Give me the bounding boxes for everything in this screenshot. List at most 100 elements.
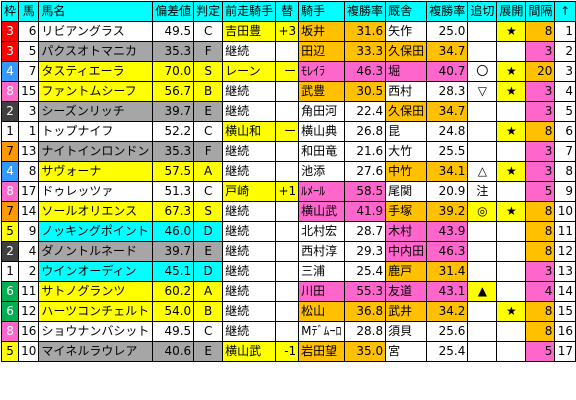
header-grade[interactable]: 判定 [193,1,224,22]
header-stable-rate[interactable]: 複勝率 [426,1,469,22]
cell-interval: 5 [525,341,556,362]
cell-horse-name: ショウナンバシット [38,321,153,342]
cell-tenkai: ★ [496,81,527,102]
cell-interval: 3 [525,81,556,102]
cell-oikiri [467,321,498,342]
header-jockey-rate[interactable]: 複勝率 [344,1,387,22]
cell-stable-rate: 43.1 [426,281,469,302]
table-row[interactable]: 2 3 シーズンリッチ 39.7 E 継続 角田河 22.4 久保田 34.7 3 5 [0,101,576,122]
header-prev-jockey[interactable]: 前走騎手 [222,1,277,22]
table-row[interactable]: 8 15 ファントムシーフ 56.7 B 継続 武豊 30.5 西村 28.3 ▽ ★ 3 4 [0,81,576,102]
header-stable[interactable]: 厩舎 [385,1,428,22]
cell-horse-name: ファントムシーフ [38,81,153,102]
cell-score: 35.3 [151,41,195,62]
cell-stable-rate: 25.5 [426,141,469,162]
table-row[interactable]: 1 2 ウインオーディン 45.1 D 継続 三浦 25.4 鹿戸 31.4 3 13 [0,261,576,282]
cell-uma: 7 [18,61,40,82]
table-row[interactable]: 3 5 パクスオトマニカ 35.3 F 継続 田辺 33.3 久保田 34.7 3 2 [0,41,576,62]
table-row[interactable]: 7 14 ソールオリエンス 67.3 S 継続 横山武 41.9 手塚 39.2 ◎ ★ 8 10 [0,201,576,222]
racing-prediction-table: 枠 馬 馬名 偏差値 判定 前走騎手 替 騎手 複勝率 厩舎 複勝率 追切 展開… [0,1,576,362]
cell-jockey: 横山典 [298,121,346,142]
table-row[interactable]: 2 4 ダノントルネード 39.7 E 継続 西村淳 29.3 中内田 46.3 8 12 [0,241,576,262]
table-row[interactable]: 1 1 トップナイフ 52.2 C 横山和ー横山典 26.8 昆 24.8 ★ 8 6 [0,121,576,142]
cell-trend: 2 [554,41,576,62]
cell-oikiri: ◎ [467,201,498,222]
cell-tenkai: ★ [496,21,527,42]
cell-score: 39.7 [151,241,195,262]
cell-jockey: 川田 [298,281,346,302]
header-oikiri[interactable]: 追切 [467,1,498,22]
cell-grade: S [193,61,224,82]
table-row[interactable]: 8 17 ドゥレッツァ 51.3 C 戸崎 +1 ﾙﾒｰﾙ 58.5 尾関 20.9 注 5 9 [0,181,576,202]
cell-trend: 10 [554,201,576,222]
cell-jockey-rate: 55.3 [344,281,387,302]
cell-change [275,41,300,62]
cell-jockey: 田辺 [298,41,346,62]
cell-waku: 8 [0,181,20,202]
cell-score: 49.5 [151,321,195,342]
cell-jockey: 西村淳 [298,241,346,262]
cell-interval: 3 [525,101,556,122]
cell-jockey-rate: 30.5 [344,81,387,102]
cell-stable-rate: 34.2 [426,301,469,322]
table-row[interactable]: 6 12 ハーツコンチェルト 54.0 B 継続 松山 36.8 武井 34.2 ★ 8 15 [0,301,576,322]
cell-jockey-rate: 41.9 [344,201,387,222]
table-row[interactable]: 5 9 ノッキングポイント 46.0 D 継続 北村宏 28.7 木村 43.9 8 11 [0,221,576,242]
cell-stable: 手塚 [385,201,428,222]
cell-change: ー [275,121,300,142]
header-horse-name[interactable]: 馬名 [38,1,153,22]
cell-jockey-rate: 26.8 [344,121,387,142]
header-jockey[interactable]: 騎手 [298,1,346,22]
table-row[interactable]: 8 16 ショウナンバシット 49.5 C 継続 Mﾃﾞﾑｰﾛ 28.8 須貝 25.6 8 16 [0,321,576,342]
table-row[interactable]: 5 10 マイネルラウレア 40.6 E 横山武 -1 岩田望 35.0 宮 25.4 5 17 [0,341,576,362]
cell-horse-name: マイネルラウレア [38,341,153,362]
cell-uma: 13 [18,141,40,162]
cell-trend: 3 [554,61,576,82]
header-score[interactable]: 偏差値 [151,1,195,22]
header-uma[interactable]: 馬 [18,1,40,22]
cell-grade: E [193,241,224,262]
cell-uma: 11 [18,281,40,302]
cell-grade: F [193,41,224,62]
cell-interval: 3 [525,141,556,162]
table-row[interactable]: 6 11 サトノグランツ 60.2 A 継続 川田 55.3 友道 43.1 ▲ 4 14 [0,281,576,302]
cell-tenkai [496,101,527,122]
cell-stable: 友道 [385,281,428,302]
cell-tenkai: ★ [496,61,527,82]
cell-change [275,81,300,102]
cell-change [275,241,300,262]
cell-jockey-rate: 35.0 [344,341,387,362]
cell-stable: 鹿戸 [385,261,428,282]
cell-prev-jockey: 戸崎 [222,181,277,202]
cell-score: 52.2 [151,121,195,142]
cell-prev-jockey: 継続 [222,281,277,302]
cell-stable: 西村 [385,81,428,102]
cell-oikiri: ▲ [467,281,498,302]
header-change[interactable]: 替 [275,1,300,22]
header-interval[interactable]: 間隔 [525,1,556,22]
cell-interval: 8 [525,121,556,142]
header-tenkai[interactable]: 展開 [496,1,527,22]
cell-interval: 8 [525,201,556,222]
cell-waku: 4 [0,61,20,82]
table-row[interactable]: 4 7 タスティエーラ 70.0 S レーンーﾓﾚｲﾗ 46.3 堀 40.7 〇 ★ 20 3 [0,61,576,82]
table-row[interactable]: 3 6 リビアングラス 49.5 C 吉田豊 +3 坂井 31.6 矢作 25.0 ★ 8 1 [0,21,576,42]
table-body: 3 6 リビアングラス 49.5 C 吉田豊 +3 坂井 31.6 矢作 25.0 ★ 8 1 3 5 パクスオ… [0,21,576,362]
cell-prev-jockey: 継続 [222,141,277,162]
cell-interval: 3 [525,41,556,62]
table-row[interactable]: 7 13 ナイトインロンドン 35.3 F 継続 和田竜 21.6 大竹 25.5 3 7 [0,141,576,162]
header-sort-arrow[interactable]: ↑ [554,1,576,22]
cell-tenkai [496,321,527,342]
cell-tenkai [496,141,527,162]
cell-grade: C [193,21,224,42]
cell-stable: 宮 [385,341,428,362]
cell-stable: 武井 [385,301,428,322]
header-waku[interactable]: 枠 [0,1,20,22]
cell-jockey: 和田竜 [298,141,346,162]
table-row[interactable]: 4 8 サヴォーナ 57.5 A 継続 池添 27.6 中竹 34.1 △ ★ 3 8 [0,161,576,182]
cell-score: 51.3 [151,181,195,202]
cell-stable-rate: 25.4 [426,341,469,362]
cell-tenkai [496,41,527,62]
cell-prev-jockey: 継続 [222,101,277,122]
cell-oikiri: ▽ [467,81,498,102]
